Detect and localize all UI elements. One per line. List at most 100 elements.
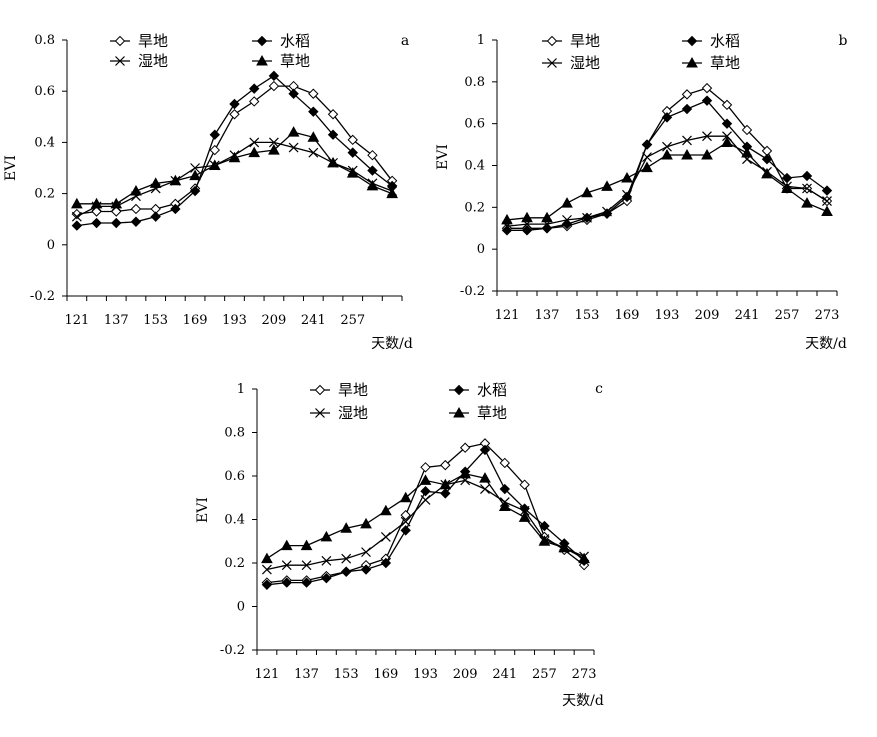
legend-marker-wetland <box>315 408 325 418</box>
data-point-grassland <box>721 136 733 147</box>
data-point-wetland <box>562 214 572 225</box>
data-point-grassland <box>261 552 273 564</box>
y-tick-label: 0.8 <box>464 75 485 90</box>
data-point-paddy <box>400 525 411 536</box>
data-point-grassland <box>479 472 491 483</box>
data-point-wetland <box>682 135 692 146</box>
legend-marker-dryland <box>546 35 558 47</box>
panel-letter: c <box>595 381 603 397</box>
data-point-dryland <box>440 459 451 471</box>
x-tick-label: 137 <box>294 667 319 682</box>
data-point-paddy <box>308 106 319 117</box>
data-point-paddy <box>189 185 201 197</box>
data-point-paddy <box>209 129 221 140</box>
y-tick-label: 0.8 <box>224 426 245 441</box>
data-point-paddy <box>261 579 273 590</box>
data-point-paddy <box>541 223 553 234</box>
data-point-grassland <box>761 167 773 179</box>
data-point-paddy <box>71 220 83 231</box>
data-point-grassland <box>90 197 103 209</box>
data-point-grassland <box>320 530 333 542</box>
panel-letter: b <box>839 33 848 49</box>
data-point-paddy <box>801 170 813 182</box>
y-tick-label: 0.6 <box>34 84 55 99</box>
data-point-grassland <box>701 149 713 160</box>
data-point-dryland <box>71 208 83 220</box>
legend-label-wetland: 湿地 <box>338 404 368 422</box>
x-tick-label: 169 <box>373 667 398 682</box>
panel-a: -0.2 0 0.2 0.4 0.6 0.8 121 137 153 169 193 209 241 25… <box>3 32 413 352</box>
data-point-grassland <box>300 539 313 551</box>
data-point-paddy <box>111 217 122 229</box>
data-point-grassland <box>578 552 590 564</box>
data-point-dryland <box>248 96 260 107</box>
y-tick-label: -0.2 <box>30 289 55 304</box>
data-point-grassland <box>538 535 551 546</box>
x-tick-label: 257 <box>532 667 557 682</box>
y-tick-label: 1 <box>477 33 485 48</box>
data-point-wetland <box>380 531 391 542</box>
series-grassland <box>71 126 398 209</box>
data-point-grassland <box>419 474 432 485</box>
data-point-grassland <box>346 167 359 178</box>
data-point-grassland <box>518 511 531 522</box>
data-point-wetland <box>400 516 411 527</box>
x-tick-label: 241 <box>301 313 326 328</box>
y-tick-label: 0 <box>237 600 245 615</box>
legend-marker-wetland <box>115 56 125 66</box>
x-tick-label: 257 <box>340 313 365 328</box>
data-point-dryland <box>327 109 339 120</box>
data-point-paddy <box>539 520 550 532</box>
data-point-paddy <box>641 139 653 150</box>
x-tick-label: 273 <box>572 667 597 682</box>
y-tick-label: 0.6 <box>224 469 245 484</box>
data-point-wetland <box>622 189 632 200</box>
data-point-paddy <box>499 483 511 495</box>
data-point-dryland <box>111 206 122 217</box>
data-point-dryland <box>400 509 411 521</box>
data-point-grassland <box>641 161 653 173</box>
legend-marker-paddy <box>453 384 465 396</box>
data-point-wetland <box>288 142 299 153</box>
data-point-grassland <box>498 500 511 511</box>
x-tick-label: 193 <box>222 313 247 328</box>
y-tick-label: 0.2 <box>464 200 485 215</box>
y-tick-label: 0.6 <box>464 117 485 132</box>
data-point-wetland <box>702 131 712 142</box>
series-paddy <box>501 95 833 236</box>
data-point-wetland <box>420 495 431 505</box>
data-point-paddy <box>288 88 299 99</box>
data-point-wetland <box>249 137 260 148</box>
legend-label-paddy: 水稻 <box>477 381 507 399</box>
panel-b: -0.2 0 0.2 0.4 0.6 0.8 1 121 137 153 169 193 209 241 2… <box>435 32 848 352</box>
data-point-dryland <box>229 109 240 120</box>
data-point-grassland <box>110 197 123 209</box>
data-point-paddy <box>360 564 372 575</box>
data-point-paddy <box>420 486 431 497</box>
data-point-grassland <box>439 478 452 490</box>
data-point-grassland <box>248 146 261 158</box>
data-point-grassland <box>340 522 353 533</box>
x-tick-label: 121 <box>64 313 89 328</box>
data-point-grassland <box>386 187 398 199</box>
x-tick-label: 169 <box>183 313 208 328</box>
data-point-paddy <box>281 577 292 588</box>
data-point-grassland <box>581 186 593 198</box>
data-point-wetland <box>71 211 82 222</box>
data-point-grassland <box>169 174 182 186</box>
data-point-grassland <box>327 156 339 168</box>
y-tick-label: 0 <box>47 238 55 253</box>
legend-marker-grassland <box>453 406 465 418</box>
legend-label-dryland: 旱地 <box>138 32 168 50</box>
data-point-grassland <box>208 159 221 170</box>
data-point-dryland <box>130 203 142 215</box>
data-point-grassland <box>399 491 412 503</box>
legend-label-dryland: 旱地 <box>338 381 368 399</box>
data-point-wetland <box>361 547 371 558</box>
data-point-paddy <box>340 566 352 577</box>
data-point-dryland <box>741 124 753 136</box>
data-point-paddy <box>821 185 833 196</box>
legend-marker-dryland <box>114 35 126 47</box>
data-point-grassland <box>501 213 513 225</box>
